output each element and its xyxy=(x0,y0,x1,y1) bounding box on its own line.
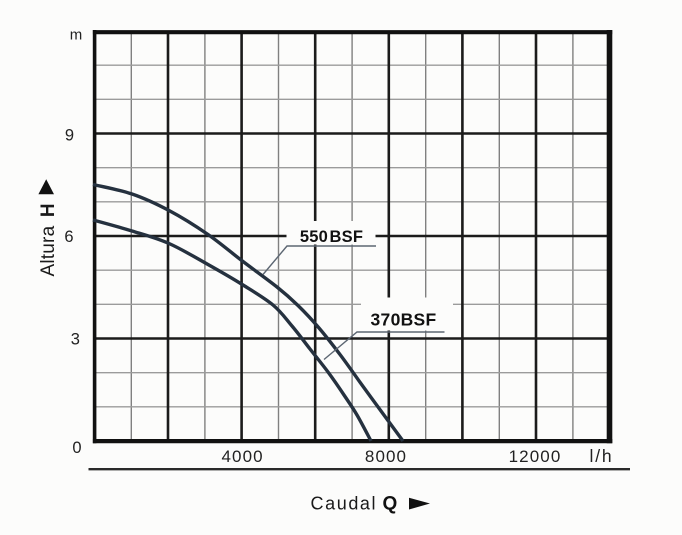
svg-text:8000: 8000 xyxy=(365,447,407,466)
svg-text:AlturaH: AlturaH xyxy=(38,203,59,276)
svg-text:12000: 12000 xyxy=(509,447,562,466)
svg-text:m: m xyxy=(70,27,83,44)
svg-text:Caudal: Caudal xyxy=(311,494,378,514)
svg-text:4000: 4000 xyxy=(221,447,263,466)
svg-text:l/h: l/h xyxy=(590,446,614,466)
svg-text:370BSF: 370BSF xyxy=(371,310,437,330)
svg-text:550 BSF: 550 BSF xyxy=(300,228,363,246)
svg-text:Q: Q xyxy=(383,494,398,515)
svg-text:6: 6 xyxy=(64,228,73,246)
svg-text:0: 0 xyxy=(72,439,81,457)
svg-text:9: 9 xyxy=(65,127,74,145)
svg-text:3: 3 xyxy=(71,331,80,349)
